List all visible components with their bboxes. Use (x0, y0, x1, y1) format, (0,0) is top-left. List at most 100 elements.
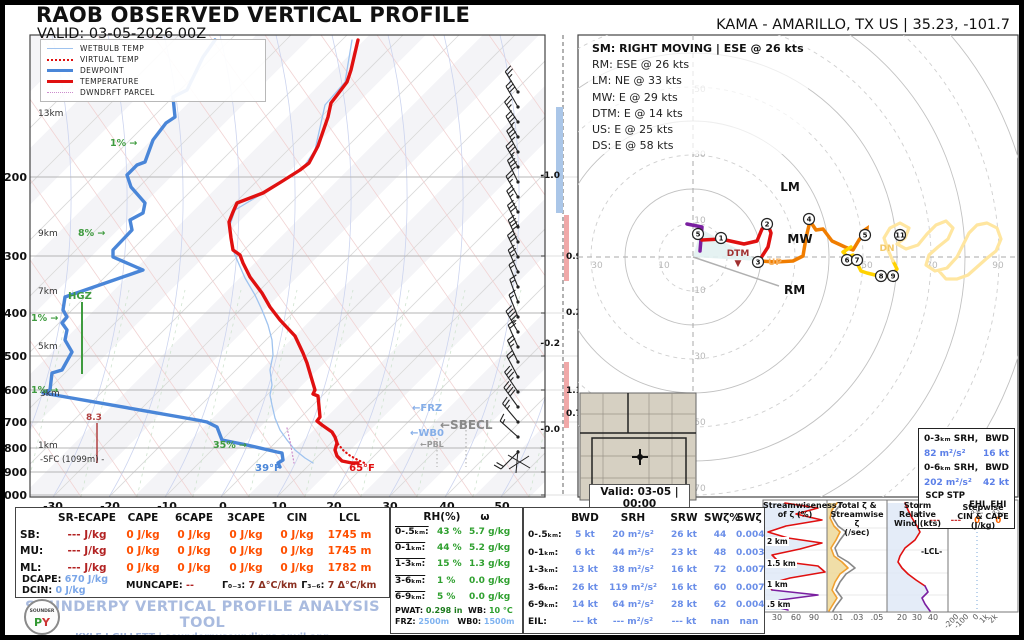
ehi-03-value: 0 (995, 516, 1002, 526)
zeta-fill (827, 503, 848, 611)
svg-text:9: 9 (891, 273, 896, 281)
rh-value: 1 % (437, 575, 456, 586)
isotherm (30, 35, 292, 297)
isotherm (30, 35, 404, 409)
bwd-value: 6 kt (575, 547, 595, 558)
kin-row-label: 1-3ₖₘ: (528, 565, 559, 576)
srh-value: 64 m²/s² (612, 600, 654, 611)
kin-row-label: 6-9ₖₘ: (528, 600, 559, 611)
dry-adiabat (320, 35, 545, 358)
rh-annotation: 1% → (110, 138, 137, 149)
strip-tick: 30 (912, 613, 922, 622)
strip-tick: 30 (772, 613, 782, 622)
calm-barb (515, 449, 519, 474)
swzeta-value: 0.007 (736, 565, 765, 576)
height-1-5km-label: 1.5 km (766, 559, 797, 568)
rm-vector-line (692, 256, 780, 287)
hodo-trace-3-6km (757, 219, 868, 264)
svg-text:5: 5 (863, 232, 868, 240)
row-sb-label: SB: (20, 528, 40, 541)
height-1km-label: 1 km (766, 580, 789, 589)
omega-value: -0.2 (540, 339, 560, 349)
mixing-value: 5.2 g/kg (469, 543, 511, 554)
ring-label: 70 (694, 484, 706, 494)
kin-row-label: 3-6ₖₘ: (528, 582, 559, 593)
col-cin: CIN (286, 512, 308, 524)
lcl-strip-label: -LCL- (921, 547, 943, 556)
sfc-dewpoint-label: 39°F (255, 463, 281, 474)
legend-item: WETBULB TEMP (47, 44, 259, 53)
hodo-km-marker: 9 (886, 269, 900, 283)
ml-6cape: 0 J/kg (177, 561, 211, 574)
scp-label: SCP (925, 491, 944, 501)
rh-value: 15 % (437, 559, 462, 570)
ds-line: DS: E @ 58 kts (592, 139, 674, 153)
map-inset (579, 392, 697, 501)
legend-label: DWNDRFT PARCEL (80, 88, 155, 97)
dcin-value: 0 J/kg (55, 584, 86, 596)
mixing-value: 5.7 g/kg (469, 527, 511, 537)
omega-pos-bar (564, 362, 569, 428)
wind-barb (504, 95, 520, 124)
hodo-km-marker: 1 (714, 231, 728, 245)
logo-p: P (33, 616, 43, 629)
strip-tick: 60 (791, 613, 801, 622)
kinematics-table: BWD SRH SRW SWζ% SWζ 0-.5ₖₘ: 5 kt 20 m²/s… (523, 507, 765, 634)
isotherm (30, 35, 236, 241)
ring-label: 70 (926, 261, 938, 271)
rh-header: RH(%) (423, 511, 461, 523)
strip-tick: .03 (851, 613, 864, 622)
swzeta-pct-value: 72 (713, 565, 727, 576)
moist-adiabat (164, 35, 240, 497)
omega-value: -1.0 (540, 171, 560, 181)
swzeta-value: 0.004 (736, 600, 765, 611)
pressure-axis-label: 800 (4, 442, 27, 455)
moist-adiabat (332, 35, 408, 497)
strip-tick: 20 (897, 613, 907, 622)
hodo-km-marker: 8 (874, 269, 888, 283)
ring-label: 50 (694, 418, 706, 428)
ml-sr-ecape: --- J/kg (67, 561, 107, 574)
srw-value: 16 kt (671, 582, 697, 593)
isotherm (276, 228, 545, 497)
svg-text:5: 5 (696, 231, 701, 239)
strip-tick: .05 (871, 613, 884, 622)
kin-row-label: 0-1ₖₘ: (528, 547, 559, 558)
ehi-03-label: EHI (990, 500, 1007, 510)
mu-cin: 0 J/kg (280, 545, 314, 557)
gamma-0-3-value: 7 Δ°C/km (248, 580, 298, 591)
frz-table-label: FRZ: (395, 617, 416, 627)
ml-cin: 0 J/kg (280, 561, 314, 574)
frz-label: ←FRZ (412, 403, 442, 414)
sb-3cape: 0 J/kg (229, 528, 263, 541)
lm-line: LM: NE @ 33 kts (592, 74, 682, 88)
wb-label: WB: (468, 606, 487, 616)
sfc-label: -SFC (1099m) - (40, 455, 104, 465)
hodo-km-marker: 11 (893, 228, 907, 242)
height-label: 7km (38, 287, 58, 297)
bwd-value: --- kt (572, 617, 598, 628)
hodo-km-marker: 5 (691, 227, 705, 241)
dry-adiabat (40, 35, 362, 497)
srh-0-3-value: 82 m²/s² (924, 448, 966, 459)
muncape-label: MUNCAPE: (126, 580, 183, 591)
kin-row-label: EIL: (528, 617, 547, 628)
wind-barb (506, 124, 520, 154)
hodo-trace-500m-3km (700, 223, 773, 263)
footer-brand: SOUNDERPY VERTICAL PROFILE ANALYSIS TOOL… (15, 599, 390, 640)
dwndrft-parcel-curve (286, 427, 295, 464)
mw-label: MW (787, 232, 812, 246)
sm-line: SM: RIGHT MOVING | ESE @ 26 kts (592, 42, 804, 55)
scp-value: --- (929, 516, 940, 526)
gamma-0-3-label: Γ₀₋₃: (222, 580, 246, 591)
isotherm (30, 35, 348, 353)
omega-pos-bar (564, 215, 569, 281)
srw-value: 23 kt (671, 547, 697, 558)
bwd-value: 26 kt (572, 582, 598, 593)
omega-value: 0.2 (566, 308, 582, 318)
height-label: 5km (38, 342, 58, 352)
rh-row-label: 0-1ₖₘ: (395, 543, 426, 554)
logo-arc-text: SOUNDER (29, 609, 55, 614)
temp-axis-label: 0 (219, 500, 227, 513)
